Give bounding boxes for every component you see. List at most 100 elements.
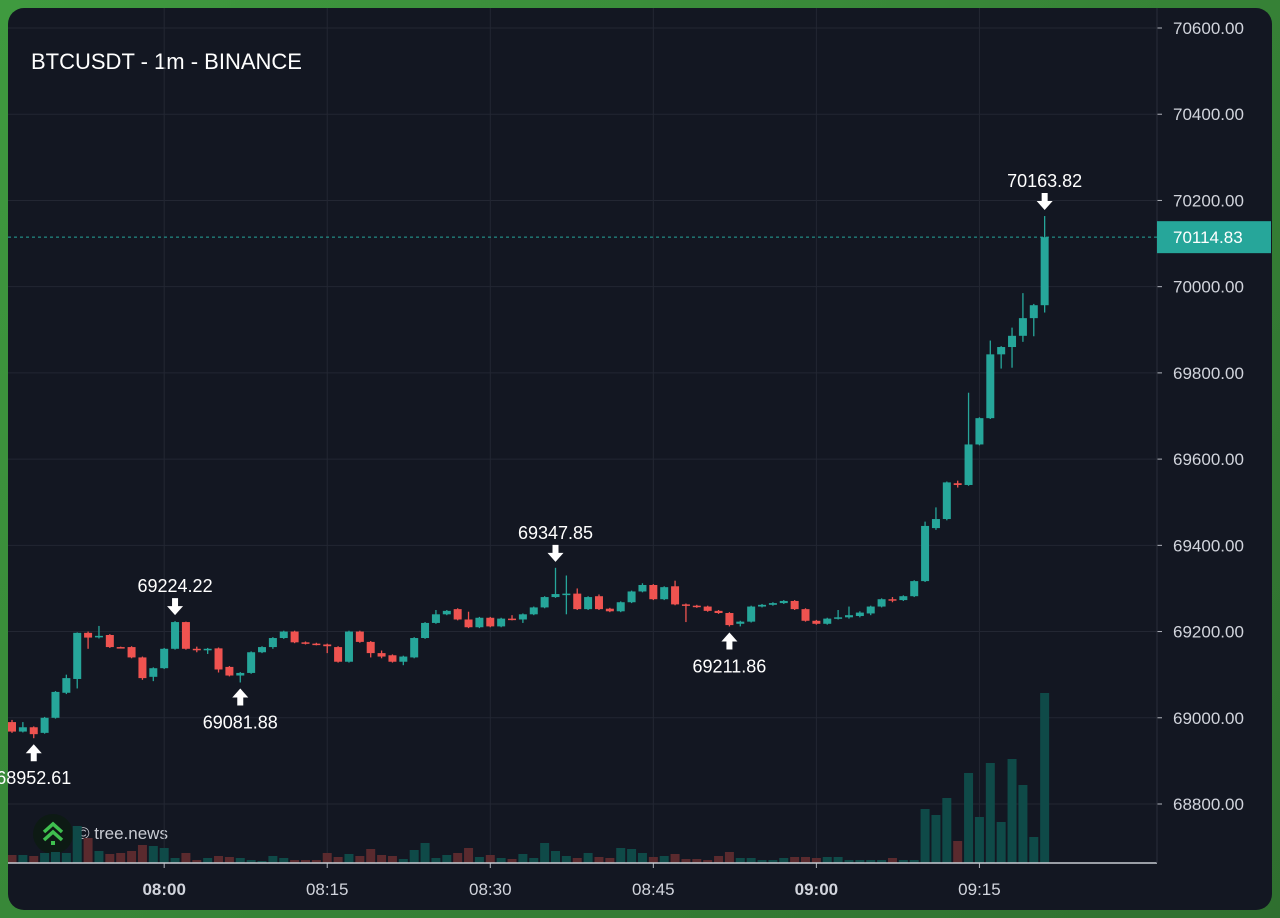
candle	[84, 631, 93, 649]
volume-bar	[692, 859, 702, 863]
candle-body	[181, 622, 190, 649]
candle	[421, 622, 430, 639]
arrow-up-icon	[232, 688, 249, 706]
candle-body	[671, 586, 680, 605]
candle-body	[247, 652, 256, 673]
candle-body	[214, 648, 223, 670]
candle-body	[8, 722, 16, 732]
volume-bar	[561, 856, 571, 863]
candle	[758, 603, 767, 608]
candle-body	[855, 612, 864, 617]
candle-body	[518, 614, 527, 620]
candle-body	[779, 600, 788, 604]
low-marker: 68952.61	[0, 744, 71, 788]
candle	[1018, 293, 1027, 342]
candle-body	[551, 594, 560, 598]
candle-body	[486, 617, 495, 627]
volume-bar	[235, 858, 245, 863]
candle-body	[790, 600, 799, 610]
y-tick-label: 69000.00	[1173, 709, 1244, 728]
watermark: © tree.news	[33, 814, 168, 854]
high-marker-label: 69224.22	[138, 576, 213, 596]
candle	[160, 647, 169, 670]
candle	[334, 646, 343, 663]
candle	[953, 480, 962, 488]
candle	[518, 613, 527, 623]
candle	[431, 609, 440, 624]
low-marker-label: 68952.61	[0, 768, 71, 788]
candle-body	[355, 631, 364, 642]
volume-bar	[877, 860, 887, 863]
candle	[714, 609, 723, 614]
candle	[1040, 216, 1049, 313]
candle-body	[334, 647, 343, 662]
candle	[551, 567, 560, 598]
candle-body	[84, 632, 93, 638]
volume-bar	[159, 848, 169, 863]
y-tick-label: 70400.00	[1173, 105, 1244, 124]
volume-bar	[18, 855, 28, 863]
volume-bar	[366, 849, 376, 863]
y-tick-label: 70200.00	[1173, 191, 1244, 210]
candle-body	[605, 608, 614, 612]
candle-body	[312, 643, 321, 646]
candle	[616, 601, 625, 613]
candle	[508, 615, 517, 621]
candle	[366, 641, 375, 658]
candle-body	[127, 647, 136, 658]
candle	[236, 672, 245, 683]
candle	[73, 632, 82, 689]
candle	[258, 646, 267, 654]
volume-bar	[485, 855, 495, 863]
candle-body	[268, 638, 277, 648]
candle	[888, 597, 897, 603]
candle-body	[192, 648, 201, 651]
candle	[844, 606, 853, 619]
volume-bar	[268, 856, 278, 863]
watermark-text: © tree.news	[77, 824, 168, 843]
volume-bar	[8, 855, 17, 863]
volume-bar	[181, 853, 191, 863]
candle	[290, 630, 299, 644]
candle-body	[1018, 318, 1027, 336]
candle-body	[160, 648, 169, 669]
candle	[171, 621, 180, 650]
candle	[116, 646, 125, 649]
candle-body	[453, 609, 462, 620]
volume-bar	[507, 859, 517, 863]
candle-body	[616, 602, 625, 612]
volume-bar	[974, 817, 984, 863]
high-marker: 69347.85	[518, 523, 593, 562]
volume-bar	[833, 857, 843, 863]
candle-body	[171, 622, 180, 649]
candle-body	[344, 631, 353, 662]
volume-bar	[214, 856, 224, 863]
tree-news-logo-icon	[33, 814, 73, 854]
y-tick-label: 69200.00	[1173, 623, 1244, 642]
volume-bar	[605, 858, 615, 863]
candle-body	[703, 606, 712, 611]
volume-bar	[105, 854, 115, 863]
candle	[1029, 303, 1038, 337]
candle	[627, 590, 636, 604]
volume-bar	[920, 809, 930, 863]
candle	[942, 481, 951, 521]
candle	[725, 612, 734, 627]
candle-body	[921, 525, 930, 582]
candle-body	[975, 418, 984, 445]
volume-bar	[61, 853, 71, 863]
volume-bar	[583, 853, 593, 863]
candle	[105, 634, 114, 648]
volume-bar	[377, 855, 387, 863]
candle	[573, 588, 582, 610]
volume-bar	[518, 854, 528, 863]
candle-body	[910, 581, 919, 597]
candle-body	[562, 593, 571, 596]
candle	[149, 667, 158, 682]
volume-bar	[83, 838, 93, 863]
volume-bar	[464, 848, 474, 863]
x-tick-label: 08:45	[632, 880, 675, 899]
candle-body	[1040, 237, 1049, 306]
volume-bar	[801, 857, 811, 863]
